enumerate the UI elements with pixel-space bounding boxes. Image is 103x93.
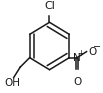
Text: OH: OH — [5, 78, 21, 88]
Text: −: − — [93, 42, 101, 52]
Text: O: O — [73, 77, 81, 88]
Text: N: N — [73, 53, 81, 63]
Text: +: + — [77, 49, 84, 58]
Text: O: O — [89, 47, 97, 57]
Text: Cl: Cl — [44, 1, 55, 11]
